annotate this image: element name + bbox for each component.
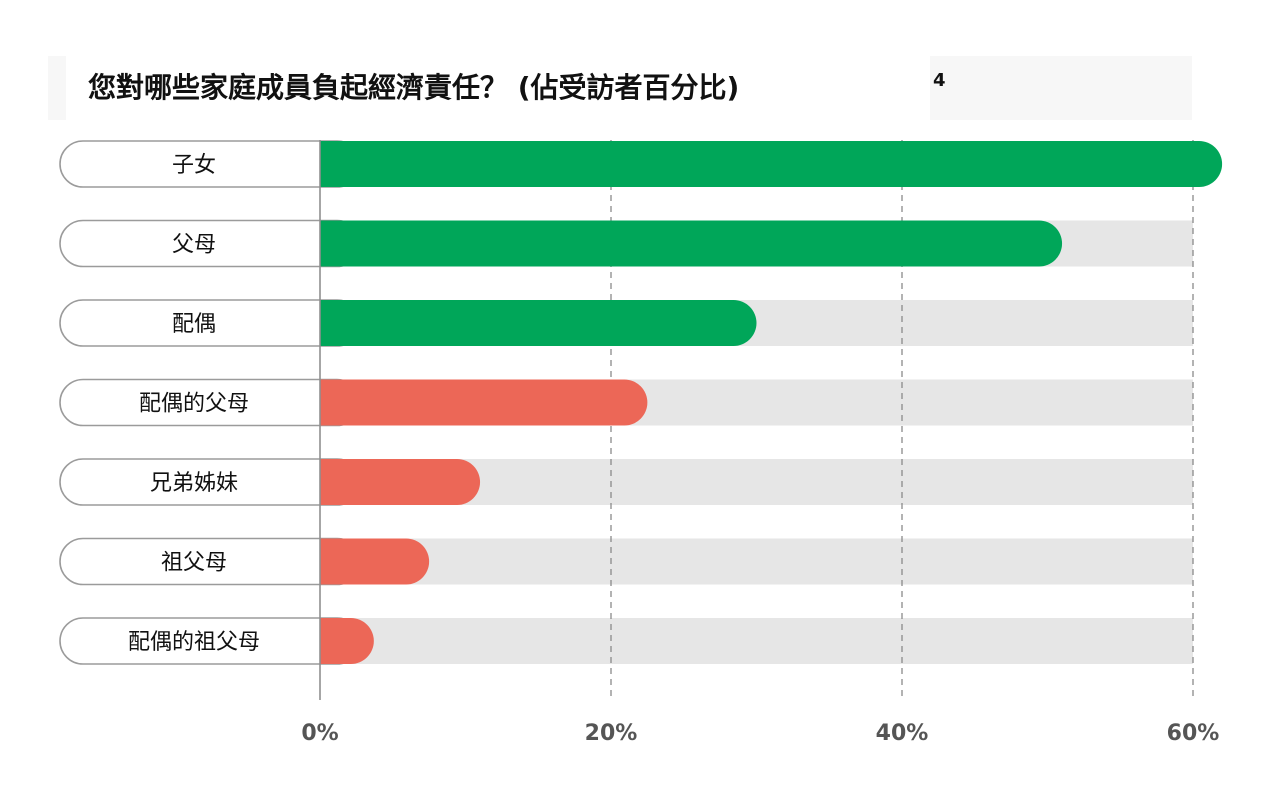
category-label: 子女 [172, 153, 216, 178]
category-label: 配偶的祖父母 [128, 630, 260, 655]
tick-label: 40% [876, 721, 929, 746]
data-bar [320, 300, 757, 346]
category-label: 兄弟姊妹 [150, 471, 238, 496]
footnote-marker: 4 [933, 70, 946, 91]
data-bar [320, 220, 1063, 267]
chart-title: 您對哪些家庭成員負起經濟責任？ (佔受訪者百分比) [88, 71, 740, 104]
tick-label: 0% [301, 721, 338, 746]
data-bar [320, 459, 481, 505]
bar-track [320, 538, 1193, 585]
tick-label: 60% [1167, 721, 1220, 746]
category-label: 祖父母 [161, 551, 227, 576]
category-label: 父母 [172, 233, 216, 258]
data-bar [320, 538, 430, 585]
category-label: 配偶 [172, 312, 216, 337]
data-bar [320, 618, 374, 664]
category-label: 配偶的父母 [139, 392, 249, 417]
data-bar [320, 379, 648, 426]
bar-track [320, 618, 1193, 664]
data-bar [320, 141, 1223, 187]
tick-label: 20% [585, 721, 638, 746]
title-background [66, 56, 930, 120]
